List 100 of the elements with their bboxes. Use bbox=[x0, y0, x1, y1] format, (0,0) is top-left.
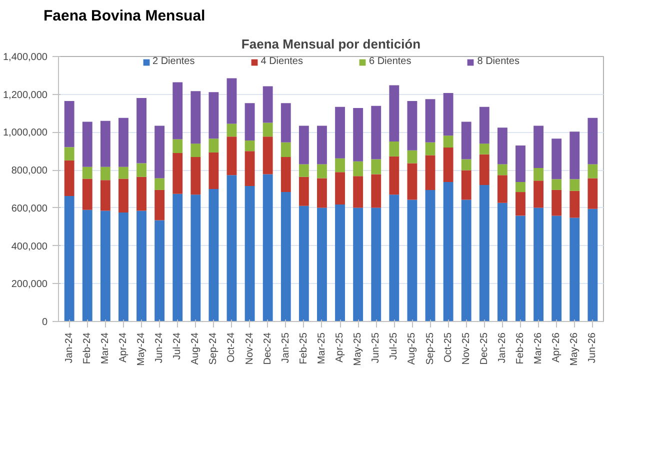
bar bbox=[389, 141, 400, 156]
x-tick-label: Oct-24 bbox=[226, 332, 238, 363]
bar bbox=[479, 154, 490, 186]
bar bbox=[262, 136, 273, 174]
bar bbox=[443, 182, 454, 322]
bar bbox=[262, 122, 273, 137]
bar bbox=[443, 93, 454, 136]
bar bbox=[100, 166, 110, 180]
bar bbox=[82, 210, 92, 322]
bar bbox=[588, 178, 598, 209]
y-tick-label: 1,000,000 bbox=[3, 128, 48, 139]
bar bbox=[516, 216, 526, 322]
bar bbox=[208, 138, 219, 152]
bar bbox=[118, 178, 128, 212]
bar bbox=[154, 220, 165, 322]
bar bbox=[244, 151, 255, 186]
bar bbox=[516, 145, 526, 182]
bar bbox=[226, 175, 237, 322]
bar bbox=[100, 120, 110, 167]
bar bbox=[516, 192, 526, 216]
x-tick-label: Dec-24 bbox=[262, 332, 274, 365]
x-tick-label: Nov-24 bbox=[244, 332, 256, 365]
legend-label: 8 Dientes bbox=[477, 56, 520, 67]
bar bbox=[534, 208, 544, 322]
bar bbox=[154, 178, 165, 190]
bar bbox=[244, 103, 255, 141]
bar bbox=[172, 82, 183, 140]
bar bbox=[479, 185, 490, 322]
bar bbox=[298, 164, 309, 177]
bar bbox=[136, 176, 146, 211]
x-tick-label: May-24 bbox=[136, 332, 148, 366]
bar bbox=[552, 216, 562, 322]
bar bbox=[425, 99, 436, 142]
bar bbox=[172, 153, 183, 194]
x-tick-label: Dec-25 bbox=[478, 332, 490, 365]
bar bbox=[353, 108, 364, 162]
bar bbox=[497, 202, 508, 322]
bar bbox=[244, 186, 255, 322]
bar bbox=[588, 208, 598, 322]
x-tick-label: Aug-24 bbox=[190, 332, 202, 365]
bar bbox=[570, 179, 580, 191]
x-tick-label: Jul-24 bbox=[172, 332, 184, 360]
x-tick-label: Nov-25 bbox=[460, 332, 472, 365]
x-tick-label: Jan-26 bbox=[496, 332, 508, 364]
bar bbox=[280, 157, 291, 192]
bar bbox=[136, 210, 146, 322]
bar bbox=[353, 161, 364, 176]
x-tick-label: Jun-24 bbox=[154, 332, 166, 364]
bar bbox=[371, 174, 382, 208]
bar bbox=[226, 136, 237, 176]
x-tick-label: Mar-25 bbox=[316, 332, 328, 364]
y-tick-label: 600,000 bbox=[11, 203, 48, 214]
x-tick-label: Mar-26 bbox=[533, 332, 544, 364]
bar bbox=[461, 170, 472, 200]
bar bbox=[371, 208, 382, 322]
x-tick-label: Sep-25 bbox=[424, 332, 436, 365]
bar bbox=[570, 132, 580, 180]
bar bbox=[335, 172, 345, 205]
bar bbox=[353, 176, 364, 208]
bar bbox=[317, 164, 327, 178]
x-tick-label: Oct-25 bbox=[442, 332, 454, 363]
bar bbox=[552, 138, 562, 180]
bar bbox=[335, 204, 345, 322]
bar bbox=[389, 85, 400, 142]
bar bbox=[461, 159, 472, 170]
bar bbox=[190, 194, 201, 322]
bar bbox=[461, 200, 472, 322]
bar bbox=[118, 166, 128, 179]
bar bbox=[280, 142, 291, 158]
bar bbox=[190, 91, 201, 144]
bar bbox=[317, 178, 327, 208]
bar bbox=[82, 166, 92, 179]
bar bbox=[570, 218, 580, 322]
bar bbox=[407, 163, 418, 200]
y-tick-label: 400,000 bbox=[11, 241, 48, 252]
chart-subtitle: Faena Mensual por dentición bbox=[241, 36, 421, 52]
bar bbox=[317, 208, 327, 322]
bar bbox=[425, 155, 436, 190]
bar bbox=[371, 106, 382, 160]
x-tick-label: Mar-24 bbox=[100, 332, 111, 364]
y-tick-label: 800,000 bbox=[11, 166, 48, 177]
y-tick-label: 200,000 bbox=[11, 279, 48, 290]
bar bbox=[389, 194, 400, 322]
bar bbox=[226, 124, 237, 137]
bar bbox=[407, 150, 418, 164]
bar bbox=[534, 180, 544, 208]
bar bbox=[497, 164, 508, 176]
bar bbox=[298, 126, 309, 164]
bar bbox=[443, 136, 454, 148]
bar bbox=[118, 118, 128, 167]
bar bbox=[570, 190, 580, 218]
x-tick-label: Apr-24 bbox=[118, 332, 129, 363]
bar bbox=[208, 152, 219, 189]
bar bbox=[208, 189, 219, 322]
bar bbox=[534, 168, 544, 181]
bar bbox=[136, 98, 146, 164]
bar bbox=[136, 163, 146, 177]
legend-label: 2 Dientes bbox=[152, 56, 195, 67]
bar bbox=[208, 92, 219, 139]
x-tick-label: Jul-25 bbox=[388, 332, 400, 360]
